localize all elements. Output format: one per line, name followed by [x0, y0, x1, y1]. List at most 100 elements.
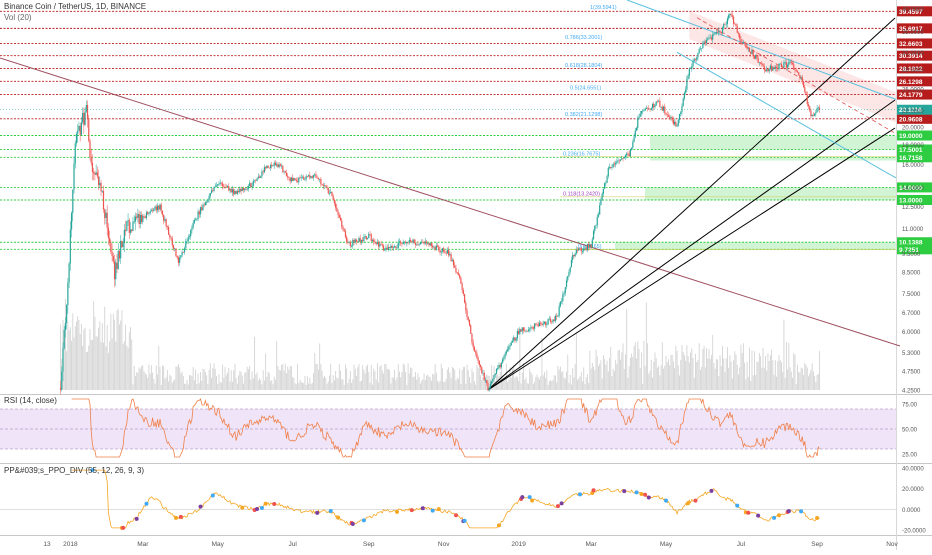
- volume-bar: [252, 378, 254, 390]
- volume-bar: [803, 375, 805, 390]
- candle-body: [212, 190, 214, 191]
- candle-body: [427, 243, 429, 244]
- candle-body: [240, 188, 242, 192]
- volume-bar: [789, 367, 791, 390]
- volume-bar: [169, 374, 171, 390]
- candle-body: [581, 251, 584, 252]
- volume-bar: [464, 366, 466, 390]
- volume-bar: [670, 354, 672, 390]
- volume-bar: [677, 365, 679, 390]
- volume-bar: [283, 370, 285, 390]
- level-label: 35.6917: [899, 26, 923, 33]
- volume-bar: [816, 374, 818, 390]
- candle-body: [122, 243, 124, 248]
- volume-bar: [750, 381, 752, 390]
- candle-body: [454, 265, 456, 268]
- candle-body: [541, 323, 543, 325]
- volume-bar: [342, 379, 344, 390]
- candle-body: [160, 204, 162, 211]
- volume-bar: [96, 336, 98, 390]
- volume-bar: [185, 383, 187, 390]
- ppo-signal-dot: [350, 522, 355, 527]
- level-label: 32.6603: [899, 41, 923, 48]
- candle-body: [573, 254, 575, 257]
- candle-body: [499, 365, 501, 368]
- candle-body: [611, 166, 613, 168]
- volume-bar: [765, 355, 766, 390]
- volume-bar: [617, 350, 619, 390]
- candle-body: [109, 237, 111, 243]
- candle-body: [488, 387, 490, 391]
- volume-bar: [251, 371, 253, 390]
- volume-bar: [330, 363, 332, 390]
- volume-bar: [257, 380, 259, 390]
- time-tick-label: 13: [43, 541, 51, 548]
- candle-body: [744, 41, 746, 43]
- candle-body: [206, 202, 208, 203]
- candle-body: [408, 239, 410, 243]
- candle-body: [547, 319, 549, 325]
- volume-bar: [457, 378, 459, 390]
- candle-body: [332, 195, 334, 201]
- ppo-signal-dot: [646, 495, 651, 500]
- volume-bar: [426, 375, 427, 390]
- volume-bar: [744, 362, 746, 390]
- candle-body: [812, 114, 814, 116]
- volume-bar: [297, 363, 299, 390]
- volume-bar: [392, 377, 394, 390]
- volume-bar: [622, 343, 624, 390]
- volume-bar: [698, 343, 700, 390]
- volume-bar: [485, 376, 486, 390]
- candle-body: [600, 199, 602, 206]
- volume-bar: [520, 383, 522, 390]
- level-label: 17.5001: [899, 147, 923, 154]
- ppo-signal-dot: [263, 501, 268, 506]
- volume-bar: [234, 363, 236, 390]
- candle-body: [96, 172, 98, 177]
- volume-bar: [709, 359, 711, 390]
- candle-body: [724, 23, 726, 25]
- volume-bar: [104, 306, 106, 390]
- volume-bar: [313, 373, 314, 390]
- volume-bar: [516, 376, 518, 390]
- candle-body: [338, 215, 340, 218]
- volume-bar: [448, 367, 450, 390]
- volume-bar: [217, 384, 219, 390]
- candle-body: [586, 244, 589, 251]
- candle-body: [70, 212, 73, 230]
- volume-bar: [566, 371, 567, 390]
- candle-body: [626, 153, 628, 156]
- volume-bar: [270, 381, 271, 390]
- volume-bar: [349, 370, 351, 390]
- volume-bar: [287, 366, 289, 390]
- candle-body: [125, 229, 127, 231]
- candle-body: [177, 257, 180, 263]
- volume-bar: [636, 358, 637, 390]
- candle-body: [505, 351, 507, 354]
- volume-bar: [811, 363, 813, 390]
- candle-body: [815, 112, 817, 114]
- candle-body: [524, 330, 526, 332]
- candle-body: [235, 191, 237, 194]
- volume-bar: [256, 372, 258, 390]
- candle-body: [525, 330, 527, 332]
- volume-bar: [446, 369, 448, 390]
- volume-bar: [771, 349, 773, 390]
- ppo-tick-label: 20.0000: [902, 487, 924, 493]
- volume-bar: [476, 364, 478, 390]
- fib-label: 0.618(28.1804): [565, 63, 602, 69]
- volume-bar: [648, 373, 650, 390]
- volume-bar: [346, 368, 348, 390]
- volume-bar: [578, 378, 580, 390]
- candle-body: [300, 177, 302, 178]
- volume-bar: [406, 384, 408, 390]
- ppo-signal-dot: [436, 507, 441, 512]
- candle-body: [633, 136, 635, 142]
- candle-body: [102, 191, 105, 210]
- level-label: 26.1298: [899, 79, 923, 86]
- volume-bar: [106, 325, 108, 390]
- candle-body: [471, 333, 473, 343]
- volume-bar: [216, 376, 217, 390]
- candle-body: [201, 207, 203, 211]
- volume-bar: [513, 365, 515, 390]
